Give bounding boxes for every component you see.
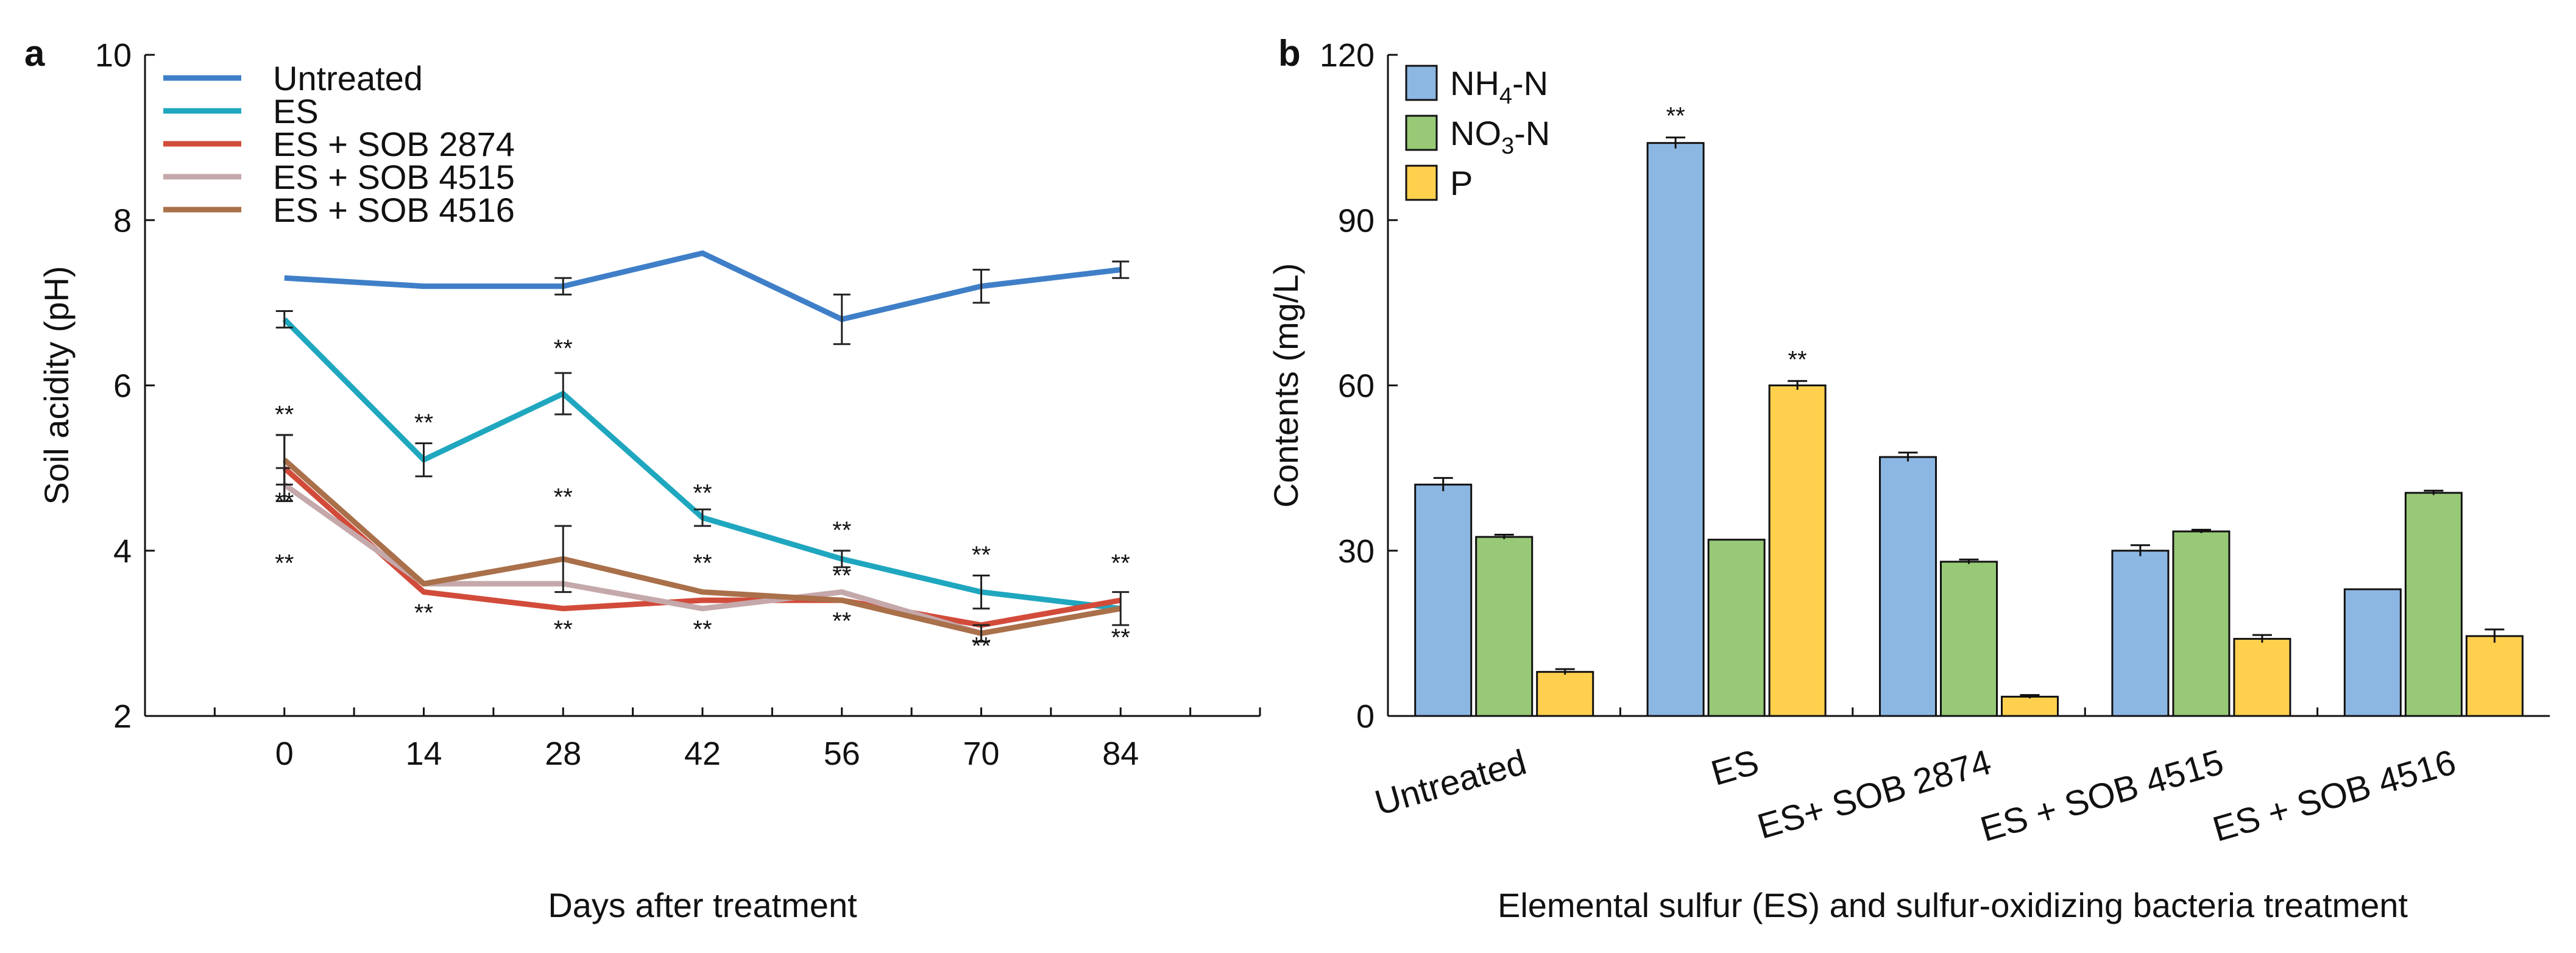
y-tick-label: 2: [113, 698, 132, 735]
legend-label-2: ES + SOB 2874: [273, 125, 515, 163]
x-tick-label: 42: [684, 735, 721, 772]
line-chart-panel: 2 4 6 8 10 0 14 28 42 56 70 84 Days after treatment S…: [37, 37, 1261, 924]
legend-label-1: NO3-N: [1450, 114, 1550, 159]
bar-2-0: [1879, 456, 1937, 717]
category-label: ES: [1707, 742, 1763, 793]
category-label: ES + SOB 4515: [1976, 742, 2227, 849]
y-axis-title: Soil acidity (pH): [37, 266, 76, 505]
legend-swatch-2: [1405, 165, 1438, 201]
bar-0-0: [1414, 483, 1473, 717]
legend-swatch-1: [1405, 115, 1438, 151]
significance-mark: **: [1111, 625, 1130, 651]
x-tick-label: 84: [1102, 735, 1139, 772]
legend-label-3: ES + SOB 4515: [273, 158, 515, 196]
bar-3-1: [2172, 530, 2231, 717]
legend-swatch-0: [1405, 65, 1438, 101]
y-tick-label: 0: [1356, 698, 1375, 735]
x-tick-label: 70: [963, 735, 999, 772]
significance-mark: **: [1788, 346, 1807, 373]
legend-label-1: ES: [273, 92, 319, 130]
bar-3-2: [2233, 637, 2291, 717]
bar-4-2: [2465, 635, 2524, 717]
x-tick-label: 0: [275, 735, 294, 772]
legend-label-4: ES + SOB 4516: [273, 191, 515, 229]
category-label: ES+ SOB 2874: [1753, 742, 1995, 846]
bar-0-2: [1536, 671, 1594, 717]
legend-label-0: Untreated: [273, 59, 423, 97]
significance-mark: **: [275, 488, 294, 515]
significance-mark: **: [554, 335, 573, 362]
significance-mark: **: [693, 480, 712, 506]
legend-label-2: P: [1450, 164, 1473, 202]
bar-3-0: [2111, 550, 2170, 717]
category-label: Untreated: [1371, 742, 1531, 823]
significance-mark: **: [693, 616, 712, 643]
panel-b-label: b: [1278, 33, 1301, 74]
significance-mark: **: [832, 562, 851, 589]
x-axis-title: Elemental sulfur (ES) and sulfur-oxidizi…: [1498, 886, 2408, 924]
significance-mark: **: [972, 542, 991, 569]
significance-mark: **: [554, 616, 573, 643]
panel-a-label: a: [24, 33, 45, 74]
bar-1-2: [1768, 384, 1827, 717]
bar-2-2: [2001, 695, 2059, 717]
legend-label-0: NH4-N: [1450, 64, 1548, 109]
y-tick-label: 10: [95, 37, 132, 74]
significance-mark: **: [414, 409, 433, 436]
y-tick-label: 120: [1320, 37, 1375, 74]
bar-0-1: [1475, 536, 1534, 717]
bar-2-1: [1940, 561, 1998, 717]
bar-1-1: [1707, 539, 1766, 717]
x-tick-label: 56: [824, 735, 860, 772]
significance-mark: **: [414, 600, 433, 626]
bar-4-1: [2404, 492, 2463, 717]
significance-mark: **: [554, 484, 573, 511]
y-tick-label: 90: [1338, 202, 1375, 239]
x-tick-label: 28: [545, 735, 581, 772]
x-tick-label: 14: [405, 735, 442, 772]
y-tick-label: 30: [1338, 533, 1375, 570]
bar-1-0: [1646, 142, 1705, 717]
series-line-0: [284, 250, 1121, 322]
y-tick-label: 60: [1338, 368, 1375, 405]
significance-mark: **: [275, 550, 294, 577]
significance-mark: **: [693, 550, 712, 577]
y-axis-title: Contents (mg/L): [1267, 263, 1305, 508]
significance-mark: **: [832, 517, 851, 544]
significance-mark: **: [832, 608, 851, 635]
y-tick-label: 8: [113, 202, 132, 239]
significance-mark: **: [972, 632, 991, 659]
y-tick-label: 6: [113, 368, 132, 405]
significance-mark: **: [275, 402, 294, 428]
significance-mark: **: [1666, 103, 1685, 130]
category-label: ES + SOB 4516: [2209, 742, 2460, 849]
bar-4-0: [2343, 588, 2402, 717]
significance-mark: **: [1111, 550, 1130, 577]
x-axis-title: Days after treatment: [548, 886, 857, 924]
y-tick-label: 4: [113, 533, 132, 570]
